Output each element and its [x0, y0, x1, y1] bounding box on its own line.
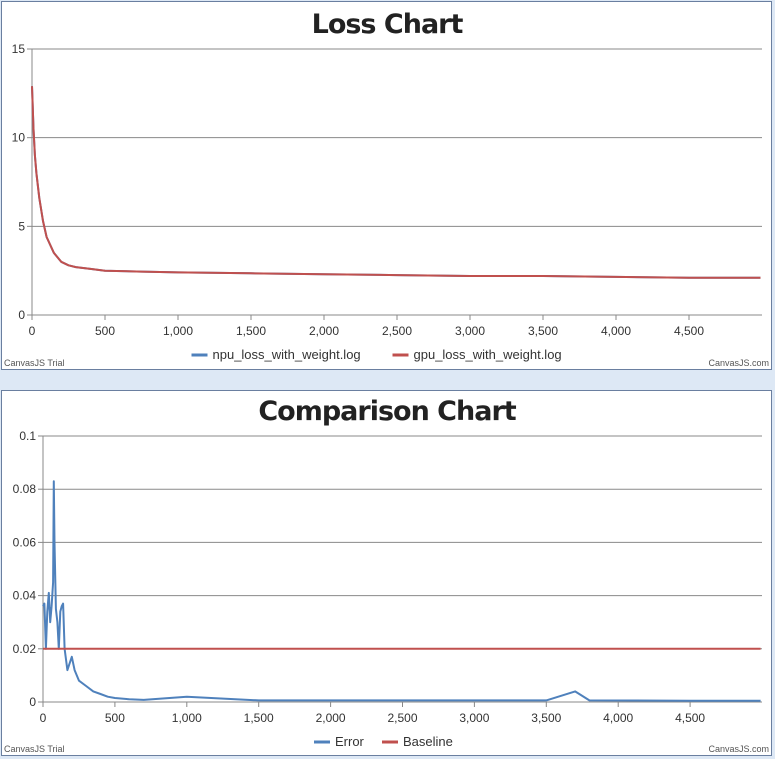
legend-item[interactable]: Error — [314, 734, 365, 749]
x-tick-label: 4,500 — [675, 711, 705, 725]
x-tick-label: 3,500 — [528, 324, 558, 338]
credit-left: CanvasJS Trial — [4, 358, 65, 368]
y-axis-ticks: 0 5 10 15 — [12, 42, 32, 322]
legend-item[interactable]: npu_loss_with_weight.log — [191, 347, 361, 362]
y-tick-label: 15 — [12, 42, 26, 56]
x-axis-ticks: 0 500 1,000 1,500 2,000 2,500 3,000 3,500 4,000 4… — [40, 702, 705, 725]
x-tick-label: 0 — [29, 324, 36, 338]
y-tick-label: 0 — [18, 308, 25, 322]
series-line-gpu-loss-with-weight-log — [31, 86, 761, 279]
x-tick-label: 1,000 — [172, 711, 202, 725]
x-tick-label: 2,500 — [382, 324, 412, 338]
legend-label: npu_loss_with_weight.log — [213, 347, 361, 362]
y-tick-label: 10 — [12, 131, 26, 145]
chart-title: Comparison Chart — [258, 396, 516, 427]
series-line-npu-loss-with-weight-log — [31, 86, 761, 279]
x-tick-label: 2,000 — [309, 324, 339, 338]
comparison-chart-panel: Comparison Chart 0 0.02 0.04 0.06 0.08 0.1 0 5… — [1, 390, 772, 756]
y-tick-label: 0.04 — [13, 589, 37, 603]
x-tick-label: 3,000 — [459, 711, 489, 725]
y-tick-label: 0.06 — [13, 535, 37, 549]
credit-left: CanvasJS Trial — [4, 744, 65, 754]
x-tick-label: 1,500 — [236, 324, 266, 338]
credit-right[interactable]: CanvasJS.com — [708, 744, 769, 754]
y-axis-ticks: 0 0.02 0.04 0.06 0.08 0.1 — [13, 429, 43, 709]
series-line-error — [42, 480, 761, 702]
x-tick-label: 2,000 — [316, 711, 346, 725]
x-tick-label: 4,000 — [601, 324, 631, 338]
legend-item[interactable]: Baseline — [382, 734, 453, 749]
x-tick-label: 500 — [105, 711, 125, 725]
x-tick-label: 500 — [95, 324, 115, 338]
loss-chart: Loss Chart 0 5 10 15 0 500 1,000 1,500 2,000 2,5… — [4, 9, 769, 368]
legend-label: Baseline — [403, 734, 453, 749]
legend-label: gpu_loss_with_weight.log — [414, 347, 562, 362]
x-tick-label: 4,000 — [603, 711, 633, 725]
x-tick-label: 3,500 — [531, 711, 561, 725]
x-tick-label: 1,000 — [163, 324, 193, 338]
plot-area — [31, 86, 761, 279]
comparison-chart: Comparison Chart 0 0.02 0.04 0.06 0.08 0.1 0 5… — [4, 396, 769, 754]
legend[interactable]: npu_loss_with_weight.log gpu_loss_with_we… — [191, 347, 562, 362]
legend-label: Error — [335, 734, 365, 749]
y-tick-label: 0.08 — [13, 482, 37, 496]
x-tick-label: 2,500 — [387, 711, 417, 725]
x-tick-label: 0 — [40, 711, 47, 725]
plot-area — [42, 480, 761, 702]
credit-right[interactable]: CanvasJS.com — [708, 358, 769, 368]
y-tick-label: 0.02 — [13, 642, 37, 656]
legend-item[interactable]: gpu_loss_with_weight.log — [392, 347, 562, 362]
grid — [42, 435, 762, 703]
chart-title: Loss Chart — [312, 9, 464, 40]
y-tick-label: 0.1 — [19, 429, 36, 443]
x-tick-label: 3,000 — [455, 324, 485, 338]
x-tick-label: 1,500 — [244, 711, 274, 725]
x-tick-label: 4,500 — [674, 324, 704, 338]
y-tick-label: 0 — [29, 695, 36, 709]
y-tick-label: 5 — [18, 219, 25, 233]
legend[interactable]: Error Baseline — [314, 734, 453, 749]
x-axis-ticks: 0 500 1,000 1,500 2,000 2,500 3,000 3,500 4,000 4… — [29, 315, 704, 338]
loss-chart-panel: Loss Chart 0 5 10 15 0 500 1,000 1,500 2,000 2,5… — [1, 1, 772, 370]
